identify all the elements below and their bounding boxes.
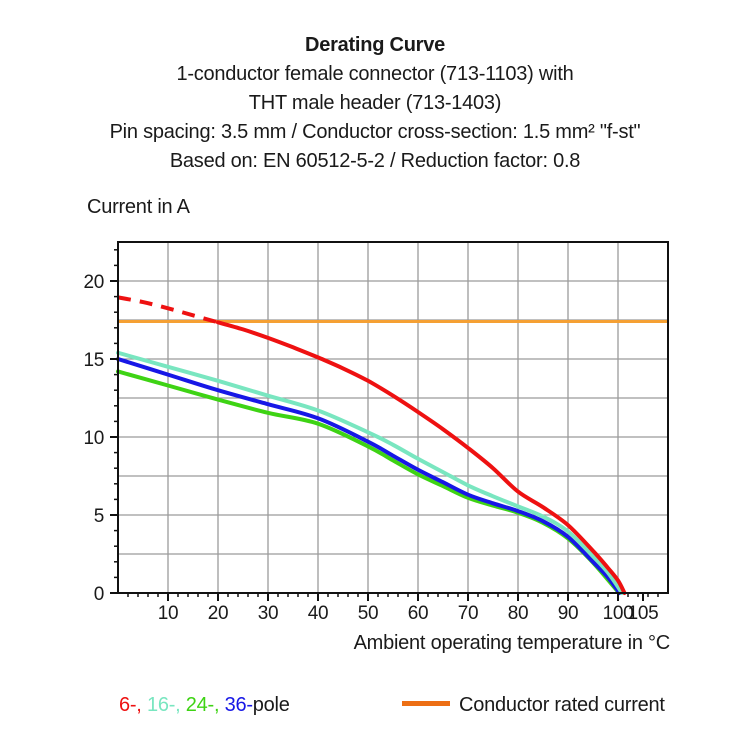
chart-subtitle-spacing: Pin spacing: 3.5 mm / Conductor cross-se… (109, 121, 641, 143)
chart-header: Derating Curve 1-conductor female connec… (0, 31, 750, 176)
x-tick-label: 20 (208, 603, 229, 624)
legend-entry-36-pole: 36- (224, 694, 253, 716)
y-tick-label: 20 (83, 272, 104, 293)
y-tick-label: 10 (83, 428, 104, 449)
legend: 6-, 16-, 24-, 36-pole Conductor rated cu… (0, 694, 750, 724)
curve-36-pole (116, 357, 622, 595)
x-tick-label: 100 (603, 603, 634, 624)
x-tick-label: 80 (508, 603, 529, 624)
x-tick-label: 70 (458, 603, 479, 624)
legend-entry-24-pole: 24-, (185, 694, 225, 716)
chart-title: Derating Curve (304, 34, 445, 56)
legend-entry-16-pole: 16-, (146, 694, 186, 716)
legend-rated-current: Conductor rated current (402, 694, 665, 717)
x-tick-label: 40 (308, 603, 329, 624)
x-tick-label: 30 (258, 603, 279, 624)
x-tick-label: 105 (628, 603, 659, 624)
x-tick-label: 90 (558, 603, 579, 624)
chart-subtitle-standard: Based on: EN 60512-5-2 / Reduction facto… (169, 150, 581, 172)
chart-subtitle-header: THT male header (713-1403) (248, 92, 502, 114)
curve-6-pole-dashed (117, 295, 219, 325)
curve-16-pole (116, 350, 624, 595)
x-tick-label: 60 (408, 603, 429, 624)
y-tick-label: 15 (83, 350, 104, 371)
legend-pole-entries: 6-, 16-, 24-, 36-pole (119, 694, 290, 740)
x-tick-label: 10 (158, 603, 179, 624)
y-tick-label: 5 (94, 506, 104, 527)
chart-subtitle-connector: 1-conductor female connector (713-1103) … (176, 63, 574, 85)
rated-current-line-swatch (402, 701, 450, 707)
y-tick-label: 0 (94, 584, 104, 605)
x-axis-title: Ambient operating temperature in °C (353, 632, 671, 654)
legend-entry-6-pole: 6-, (119, 694, 147, 716)
plot-frame (117, 241, 669, 594)
legend-pole-suffix: pole (252, 694, 290, 716)
legend-rated-current-label: Conductor rated current (459, 694, 665, 716)
curve-6-pole (216, 320, 627, 595)
x-tick-label: 50 (358, 603, 379, 624)
y-axis-title: Current in A (87, 196, 190, 218)
